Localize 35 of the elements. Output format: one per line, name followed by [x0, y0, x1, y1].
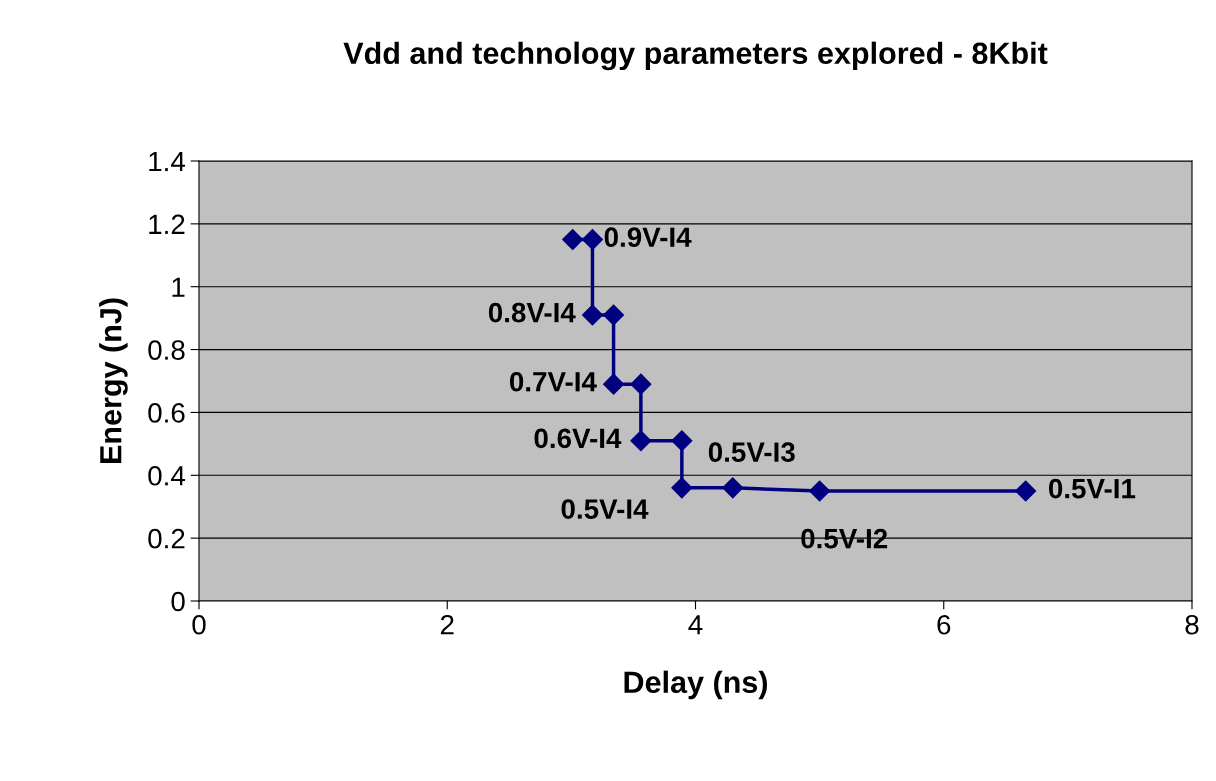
point — [562, 229, 584, 251]
annotation: 0.7V-I4 — [509, 371, 597, 392]
x-tick-label: 4 — [688, 615, 703, 635]
point — [603, 304, 625, 326]
x-axis-title: Delay (ns) — [624, 670, 767, 700]
point — [671, 477, 693, 499]
y-tick-label: 0 — [171, 591, 185, 612]
point — [581, 229, 603, 251]
point — [722, 477, 744, 499]
point — [581, 304, 603, 326]
point — [809, 480, 831, 502]
y-axis-title: Energy (nJ) — [99, 298, 128, 463]
point — [1015, 480, 1037, 502]
x-tick-label: 2 — [440, 614, 454, 635]
annotation: 0.5V-I4 — [561, 499, 649, 519]
x-tick-label: 0 — [192, 614, 206, 635]
y-tick-label: 1.2 — [149, 214, 185, 234]
annotation: 0.6V-I4 — [534, 428, 622, 449]
x-tick-label: 6 — [937, 614, 951, 635]
y-tick-label: 1.4 — [149, 151, 185, 172]
annotation: 0.8V-I4 — [488, 302, 576, 323]
y-tick-label: 0.8 — [148, 340, 185, 360]
annotation: 0.5V-I3 — [708, 442, 795, 463]
point — [630, 430, 652, 452]
y-tick-label: 0.4 — [148, 465, 185, 486]
x-tick-label: 8 — [1185, 614, 1199, 635]
point — [603, 373, 625, 395]
point — [630, 373, 652, 395]
point — [671, 430, 693, 452]
y-tick-label: 0.6 — [148, 403, 185, 423]
y-tick-label: 1 — [172, 277, 185, 297]
y-tick-label: 0.2 — [148, 528, 185, 549]
chart-title: Vdd and technology parameters explored - 8Kbit — [343, 41, 1048, 71]
annotation: 0.9V-I4 — [604, 227, 692, 248]
annotation: 0.5V-I1 — [1048, 478, 1136, 499]
